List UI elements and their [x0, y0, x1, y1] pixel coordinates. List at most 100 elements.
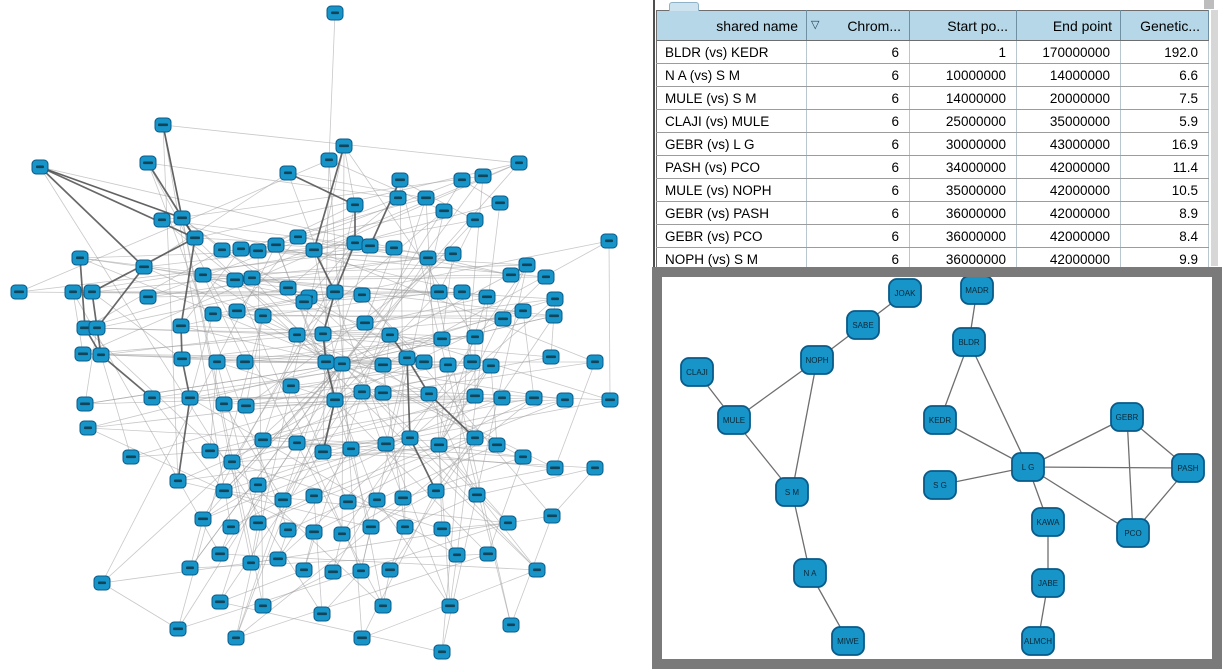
- network-node-label: [218, 248, 226, 252]
- subnetwork-node[interactable]: [831, 626, 865, 656]
- subnetwork-node[interactable]: [960, 275, 994, 305]
- cell-end-point: 35000000: [1016, 109, 1121, 133]
- network-edge: [262, 397, 503, 441]
- subnetwork-node[interactable]: [952, 327, 986, 357]
- network-node-label: [283, 286, 293, 290]
- subnetwork-node[interactable]: [775, 477, 809, 507]
- table-row[interactable]: NOPH (vs) S M 6 36000000 42000000 9.9: [656, 247, 1209, 271]
- subnetwork-node[interactable]: [888, 278, 922, 308]
- cell-end-point: 42000000: [1016, 247, 1121, 271]
- network-node-label: [300, 568, 308, 572]
- network-edge: [101, 363, 343, 584]
- network-node-label: [253, 521, 263, 525]
- table-row[interactable]: MULE (vs) S M 6 14000000 20000000 7.5: [656, 86, 1209, 110]
- network-node-label: [434, 290, 444, 294]
- network-edge: [100, 354, 153, 399]
- network-edge: [361, 490, 437, 639]
- network-node-label: [343, 500, 353, 504]
- network-edge: [87, 427, 315, 533]
- network-node-label: [471, 436, 479, 440]
- cell-start-point: 14000000: [909, 86, 1017, 110]
- network-node-label: [248, 276, 256, 280]
- filter-funnel-icon[interactable]: ▽: [811, 19, 820, 31]
- network-edge: [361, 356, 552, 393]
- network-edge: [219, 442, 298, 555]
- cell-start-point: 36000000: [909, 247, 1017, 271]
- table-row[interactable]: GEBR (vs) PASH 6 36000000 42000000 8.9: [656, 201, 1209, 225]
- subnetwork-node[interactable]: [680, 357, 714, 387]
- network-edge: [18, 159, 330, 293]
- subnetwork-node[interactable]: [1116, 518, 1150, 548]
- col-header-chromosome[interactable]: ▽ Chrom...: [806, 10, 910, 41]
- network-node-label: [177, 216, 187, 220]
- table-row[interactable]: PASH (vs) PCO 6 34000000 42000000 11.4: [656, 155, 1209, 179]
- network-edge: [347, 437, 476, 503]
- network-node-label: [487, 364, 495, 368]
- table-scrollbar-track[interactable]: [1211, 10, 1218, 266]
- subnetwork-edge: [1027, 466, 1189, 469]
- network-edge: [341, 497, 404, 535]
- network-node-label: [453, 553, 461, 557]
- network-edge: [189, 363, 343, 569]
- network-edge: [322, 296, 488, 335]
- subnetwork-node[interactable]: [1021, 626, 1055, 656]
- network-edge: [147, 162, 289, 531]
- table-tab-fragment[interactable]: [669, 2, 699, 11]
- col-header-start-point[interactable]: Start po...: [909, 10, 1017, 41]
- network-node-label: [504, 521, 512, 525]
- subnetwork-node[interactable]: [923, 470, 957, 500]
- network-node-label: [478, 174, 488, 178]
- table-row[interactable]: MULE (vs) NOPH 6 35000000 42000000 10.5: [656, 178, 1209, 202]
- col-header-end-point[interactable]: End point: [1016, 10, 1121, 41]
- subnetwork-edge: [968, 341, 1029, 468]
- network-node-label: [143, 295, 153, 299]
- network-edge: [262, 399, 336, 441]
- subnetwork-node[interactable]: [717, 405, 751, 435]
- network-edge: [364, 247, 395, 324]
- subnetwork-node[interactable]: [1171, 453, 1205, 483]
- subnetwork-node[interactable]: [1011, 452, 1045, 482]
- main-network-canvas[interactable]: [0, 0, 652, 669]
- network-node-label: [259, 314, 267, 318]
- table-row[interactable]: BLDR (vs) KEDR 6 1 170000000 192.0: [656, 40, 1209, 64]
- network-node-label: [338, 362, 346, 366]
- table-row[interactable]: CLAJI (vs) MULE 6 25000000 35000000 5.9: [656, 109, 1209, 133]
- network-node-label: [254, 483, 262, 487]
- network-edge: [84, 327, 98, 405]
- network-edge: [554, 361, 596, 469]
- subnetwork-node[interactable]: [923, 405, 957, 435]
- table-corner-fragment: [1204, 0, 1214, 9]
- subnetwork-node[interactable]: [800, 345, 834, 375]
- network-edge: [147, 162, 399, 199]
- network-node-label: [143, 161, 153, 165]
- cell-start-point: 36000000: [909, 224, 1017, 248]
- cell-start-point: 25000000: [909, 109, 1017, 133]
- subnetwork-node[interactable]: [793, 558, 827, 588]
- network-node-label: [395, 178, 405, 182]
- network-edge: [181, 217, 252, 564]
- cell-shared-name: MULE (vs) S M: [656, 86, 807, 110]
- network-node-label: [219, 489, 229, 493]
- table-row[interactable]: GEBR (vs) L G 6 30000000 43000000 16.9: [656, 132, 1209, 156]
- network-edge: [235, 397, 535, 639]
- network-node-label: [97, 353, 105, 357]
- network-edge: [130, 391, 363, 458]
- network-edge: [438, 310, 524, 446]
- network-node-label: [199, 273, 207, 277]
- subnetwork-node[interactable]: [1031, 507, 1065, 537]
- col-header-shared-name[interactable]: shared name: [656, 10, 807, 41]
- subnetwork-node[interactable]: [1110, 402, 1144, 432]
- table-row[interactable]: GEBR (vs) PCO 6 36000000 42000000 8.4: [656, 224, 1209, 248]
- table-row[interactable]: N A (vs) S M 6 10000000 14000000 6.6: [656, 63, 1209, 87]
- network-node-label: [36, 165, 44, 169]
- subnetwork-node[interactable]: [846, 310, 880, 340]
- network-edge: [209, 361, 218, 452]
- network-node-label: [253, 249, 263, 253]
- network-edge: [147, 253, 454, 298]
- network-node-label: [215, 600, 225, 604]
- subnetwork-node[interactable]: [1031, 568, 1065, 598]
- table-scrollbar[interactable]: [1209, 10, 1222, 266]
- col-header-genetic[interactable]: Genetic...: [1120, 10, 1209, 41]
- network-edge: [236, 236, 299, 312]
